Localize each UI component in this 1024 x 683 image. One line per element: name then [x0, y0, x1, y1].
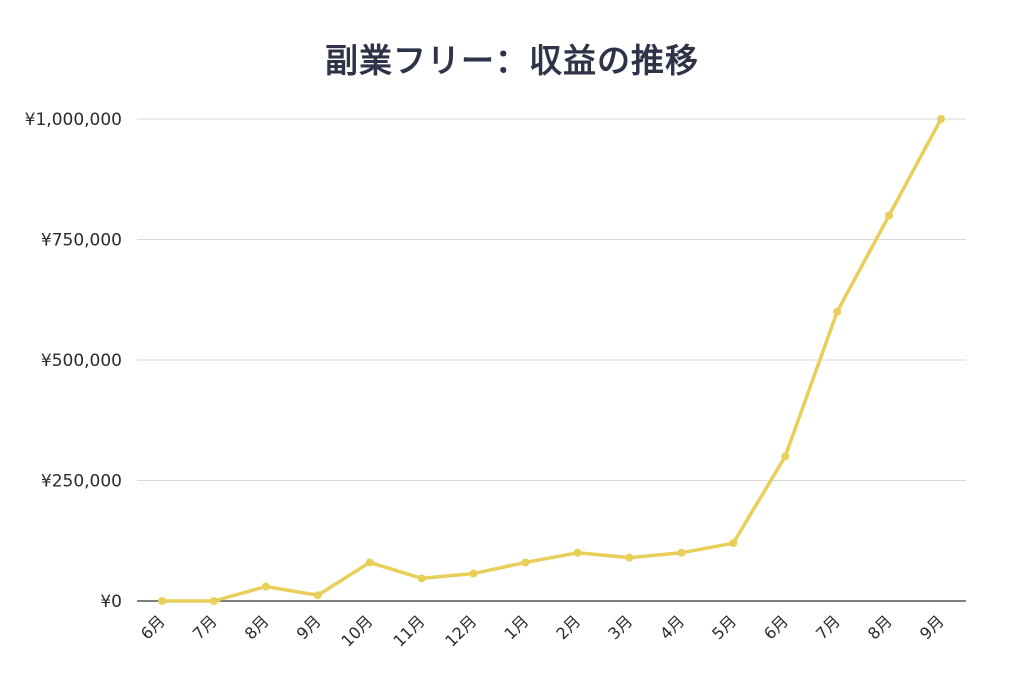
y-tick-label: ¥750,000 [41, 231, 122, 251]
x-tick-label: 7月 [812, 611, 844, 643]
data-point [261, 582, 270, 591]
x-tick-label: 9月 [293, 611, 325, 643]
x-tick-label: 8月 [241, 611, 273, 643]
x-tick-label: 9月 [916, 611, 948, 643]
x-tick-label: 1月 [500, 611, 532, 643]
x-tick-label: 5月 [708, 611, 740, 643]
data-point [885, 211, 894, 220]
x-tick-label: 8月 [864, 611, 896, 643]
data-point [469, 569, 478, 578]
data-point [365, 558, 374, 567]
data-point [625, 553, 634, 562]
x-tick-label: 6月 [137, 611, 169, 643]
y-tick-label: ¥250,000 [41, 472, 122, 492]
x-tick-label: 2月 [552, 611, 584, 643]
data-point [677, 548, 686, 557]
data-point [209, 597, 218, 605]
x-tick-label: 10月 [337, 611, 376, 650]
data-point [417, 574, 426, 583]
y-axis-labels: ¥0 ¥250,000 ¥500,000 ¥750,000 ¥1,000,000 [25, 110, 122, 612]
y-tick-label: ¥500,000 [41, 351, 122, 371]
y-tick-label: ¥1,000,000 [25, 110, 122, 130]
grid-lines [137, 118, 966, 602]
series-layer [158, 115, 945, 605]
x-tick-label: 12月 [441, 611, 480, 650]
data-point [781, 452, 790, 461]
x-tick-label: 6月 [760, 611, 792, 643]
data-point [313, 591, 322, 600]
y-tick-label: ¥0 [100, 592, 122, 612]
x-tick-label: 4月 [656, 611, 688, 643]
data-point [521, 558, 530, 567]
x-tick-label: 3月 [604, 611, 636, 643]
chart-title: 副業フリー：収益の推移 [325, 41, 699, 80]
data-point [833, 307, 842, 316]
x-tick-label: 11月 [389, 611, 428, 650]
x-axis-labels: 6月 7月 8月 9月 10月 11月 12月 1月 2月 3月 4月 5月 6月 7月 8月 9月 [137, 611, 948, 650]
x-tick-label: 7月 [189, 611, 221, 643]
data-point [158, 597, 166, 605]
data-point [729, 539, 738, 548]
data-point [937, 115, 945, 123]
series-line [160, 117, 943, 603]
data-point [573, 548, 582, 557]
